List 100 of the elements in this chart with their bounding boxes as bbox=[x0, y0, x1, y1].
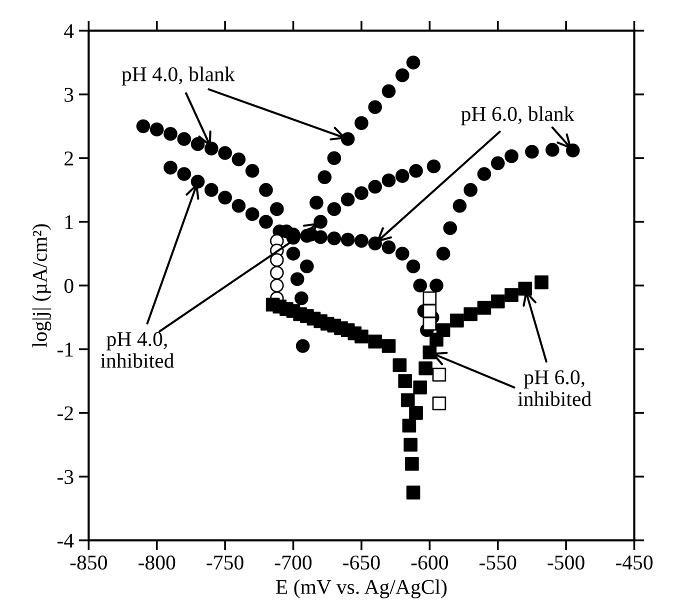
point bbox=[204, 183, 218, 197]
y-tick-label: -2 bbox=[58, 406, 73, 420]
y-tick-label: 2 bbox=[64, 152, 73, 166]
point bbox=[418, 361, 432, 376]
point bbox=[259, 183, 273, 197]
point bbox=[354, 330, 368, 344]
point bbox=[218, 146, 232, 160]
y-tick-label: -4 bbox=[58, 534, 74, 548]
point bbox=[368, 100, 382, 114]
point bbox=[422, 304, 437, 318]
point bbox=[245, 164, 260, 178]
point bbox=[402, 418, 416, 433]
point bbox=[340, 132, 355, 146]
point bbox=[464, 183, 478, 197]
point bbox=[150, 122, 164, 136]
point bbox=[368, 334, 382, 348]
point bbox=[177, 167, 192, 181]
point bbox=[546, 142, 560, 157]
point bbox=[327, 231, 342, 246]
y-tick-label: 4 bbox=[64, 24, 74, 38]
point bbox=[218, 190, 232, 205]
point bbox=[504, 288, 518, 302]
point bbox=[314, 214, 328, 229]
point bbox=[426, 159, 441, 174]
annotation: pH 6.0, blank bbox=[461, 106, 574, 126]
point bbox=[436, 246, 450, 261]
point bbox=[395, 68, 410, 82]
point bbox=[464, 307, 478, 322]
point bbox=[382, 173, 396, 188]
x-tick-label: -750 bbox=[206, 556, 244, 570]
annotation: pH 4.0, blank bbox=[122, 66, 235, 86]
x-tick-label: -550 bbox=[480, 556, 516, 570]
point bbox=[190, 137, 205, 151]
point bbox=[398, 374, 412, 388]
point bbox=[430, 278, 444, 292]
x-axis-title: E (mV vs. Ag/AgCl) bbox=[276, 579, 447, 598]
point bbox=[259, 214, 273, 229]
point bbox=[354, 186, 368, 200]
y-tick-label: 3 bbox=[64, 88, 74, 102]
y-tick-label: 1 bbox=[65, 215, 73, 230]
point bbox=[518, 282, 532, 296]
point bbox=[382, 339, 396, 353]
y-tick-label: -1 bbox=[58, 342, 73, 356]
point bbox=[395, 169, 410, 183]
point bbox=[327, 202, 342, 216]
point bbox=[477, 300, 492, 315]
point bbox=[450, 314, 464, 328]
point bbox=[409, 164, 423, 178]
point bbox=[490, 294, 505, 308]
annotation: pH 4.0, inhibited bbox=[100, 332, 174, 368]
point bbox=[566, 144, 580, 158]
point bbox=[368, 236, 382, 250]
point bbox=[354, 116, 368, 130]
point bbox=[310, 196, 324, 210]
point bbox=[136, 119, 150, 134]
point bbox=[395, 246, 410, 261]
x-tick-label: -500 bbox=[548, 556, 584, 570]
point bbox=[270, 202, 284, 216]
point bbox=[400, 393, 415, 408]
point bbox=[406, 56, 420, 70]
point bbox=[443, 221, 458, 236]
annotation: pH 6.0, inhibited bbox=[518, 370, 592, 406]
point bbox=[286, 246, 300, 261]
point bbox=[490, 156, 505, 170]
y-axis-title: log|j| (µA/cm²) bbox=[32, 224, 52, 348]
point bbox=[294, 291, 308, 306]
point bbox=[452, 198, 467, 213]
x-tick-label: -450 bbox=[616, 556, 653, 570]
point bbox=[314, 230, 328, 244]
point bbox=[404, 438, 418, 452]
point bbox=[296, 339, 310, 353]
point bbox=[406, 259, 420, 274]
point bbox=[327, 151, 342, 166]
point bbox=[164, 160, 178, 175]
point bbox=[409, 406, 423, 420]
point bbox=[525, 144, 539, 159]
x-tick-label: -850 bbox=[70, 556, 107, 570]
point bbox=[534, 275, 548, 290]
x-tick-label: -800 bbox=[138, 556, 176, 570]
point bbox=[190, 174, 205, 189]
point bbox=[422, 316, 437, 331]
point bbox=[382, 84, 396, 98]
point bbox=[177, 132, 192, 146]
point bbox=[405, 456, 419, 471]
x-tick-label: -700 bbox=[274, 556, 312, 570]
x-tick-label: -600 bbox=[411, 556, 448, 570]
point bbox=[318, 170, 332, 184]
point bbox=[413, 380, 428, 394]
point bbox=[477, 167, 492, 181]
point bbox=[300, 259, 314, 274]
point bbox=[432, 368, 446, 382]
point bbox=[340, 232, 355, 247]
y-tick-label: -3 bbox=[58, 470, 74, 484]
point bbox=[164, 126, 178, 141]
point bbox=[504, 149, 518, 164]
point bbox=[232, 152, 246, 166]
point bbox=[406, 486, 420, 500]
y-tick-label: 0 bbox=[64, 278, 74, 293]
point bbox=[392, 358, 407, 372]
point bbox=[413, 278, 428, 292]
